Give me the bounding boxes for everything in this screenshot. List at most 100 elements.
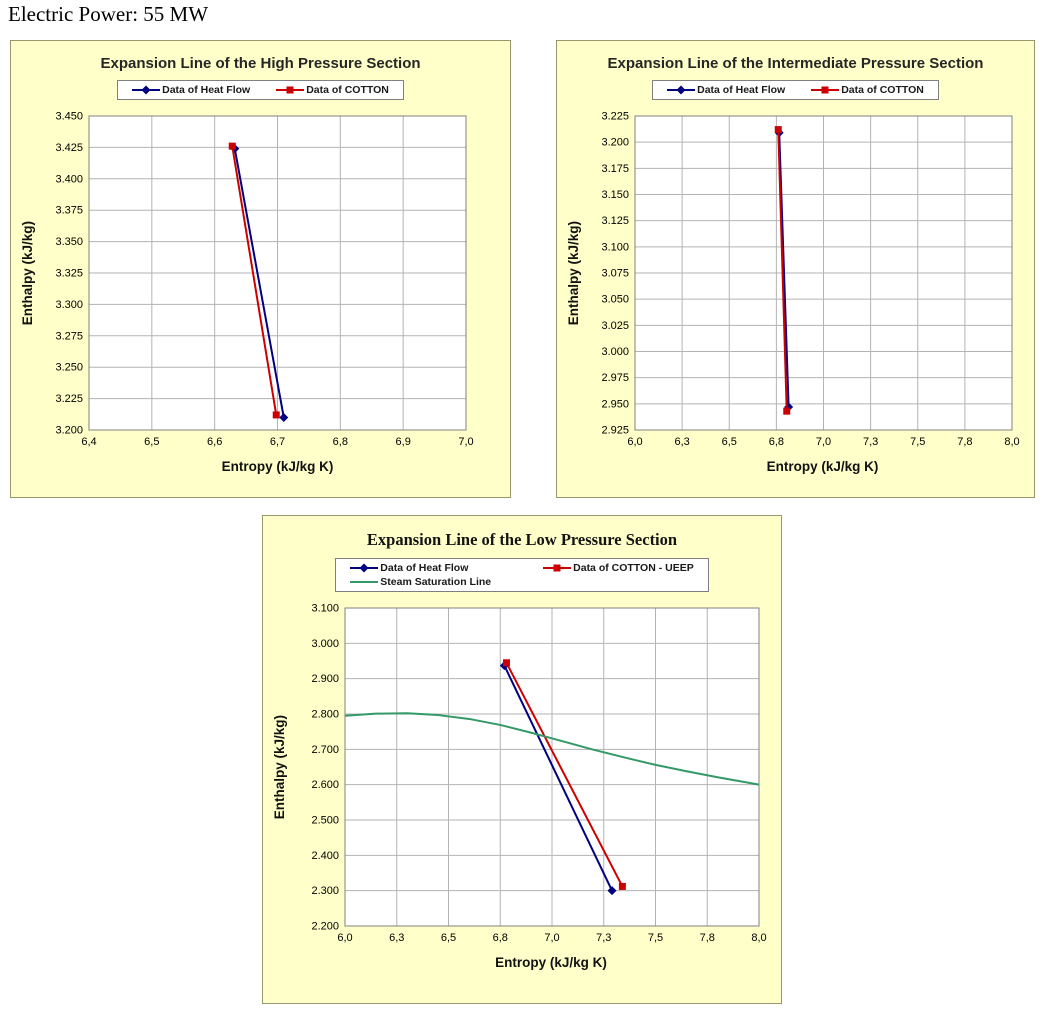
chart-legend: Data of Heat Flow Data of COTTON	[117, 80, 404, 100]
x-tick-label: 8,0	[1004, 436, 1019, 448]
legend-label: Data of COTTON - UEEP	[573, 562, 694, 574]
y-axis-title: Enthalpy (kJ/kg)	[563, 106, 583, 458]
y-axis-title: Enthalpy (kJ/kg)	[269, 598, 289, 954]
y-tick-label: 3.275	[55, 330, 83, 342]
y-tick-label: 3.175	[601, 163, 629, 175]
series-line	[777, 129, 788, 412]
series-marker	[359, 563, 369, 573]
chart-title: Expansion Line of the Intermediate Press…	[607, 55, 984, 72]
plot-area: 6,0 6,3 6,5 6,8 7,0 7,3 7,5 7,8 8,0 3.100 3.000 2.9…	[311, 603, 766, 945]
legend-item: Data of COTTON - UEEP	[543, 562, 694, 574]
y-tick-label: 3.225	[55, 393, 83, 405]
x-tick-label: 6,9	[396, 436, 411, 448]
x-tick-label: 8,0	[751, 932, 766, 944]
legend-item: Data of COTTON	[276, 84, 389, 96]
x-tick-label: 7,3	[863, 436, 878, 448]
y-tick-label: 2.950	[601, 398, 629, 410]
y-tick-label: 2.925	[601, 425, 629, 437]
series-marker	[272, 411, 280, 419]
y-tick-label: 3.050	[601, 294, 629, 306]
series-marker	[228, 142, 236, 150]
legend-item: Data of Heat Flow	[667, 84, 785, 96]
x-axis-title: Entropy (kJ/kg K)	[221, 459, 334, 474]
legend-item: Steam Saturation Line	[350, 576, 491, 588]
legend-label: Steam Saturation Line	[380, 576, 492, 588]
electric-power-label: Electric Power: 55 MW	[8, 2, 209, 26]
y-tick-label: 3.400	[55, 173, 83, 185]
series-line	[503, 665, 613, 892]
legend-label: Data of Heat Flow	[380, 562, 469, 574]
series-marker	[618, 882, 626, 890]
legend-marker-icon	[350, 563, 379, 573]
y-tick-label: 2.400	[311, 850, 339, 862]
legend-item: Data of COTTON	[811, 84, 924, 96]
y-tick-label: 3.025	[601, 320, 629, 332]
plot-border	[88, 115, 467, 431]
x-tick-label: 6,6	[207, 436, 222, 448]
y-tick-label: 3.075	[601, 268, 629, 280]
y-axis-title: Enthalpy (kJ/kg)	[17, 106, 37, 458]
y-tick-label: 3.325	[55, 268, 83, 280]
y-tick-label: 2.800	[311, 709, 339, 721]
y-tick-label: 3.225	[601, 111, 629, 123]
x-tick-label: 7,8	[957, 436, 972, 448]
x-axis-title: Entropy (kJ/kg K)	[766, 459, 879, 474]
series-marker	[286, 86, 294, 94]
x-tick-label: 7,8	[700, 932, 715, 944]
plot-border	[634, 115, 1013, 431]
x-tick-label: 7,5	[910, 436, 925, 448]
chart-panel-intermediate-pressure: Expansion Line of the Intermediate Press…	[556, 40, 1035, 498]
y-tick-label: 3.100	[311, 603, 339, 615]
y-tick-label: 2.700	[311, 744, 339, 756]
x-tick-label: 6,8	[769, 436, 784, 448]
series-marker	[502, 659, 510, 667]
x-tick-label: 7,0	[458, 436, 473, 448]
legend-label: Data of Heat Flow	[697, 84, 786, 96]
y-tick-label: 3.350	[55, 236, 83, 248]
series-line	[505, 662, 624, 887]
y-tick-label: 3.200	[55, 425, 83, 437]
chart-legend: Data of Heat Flow Data of COTTON	[652, 80, 939, 100]
legend-item: Data of Heat Flow	[350, 562, 468, 574]
plot-area: 6,4 6,5 6,6 6,7 6,8 6,9 7,0 3.450 3.425 3.400 3.37…	[55, 111, 473, 449]
series-marker	[774, 126, 782, 134]
x-tick-label: 6,0	[337, 932, 352, 944]
chart-legend: Data of Heat Flow Data of COTTON - UEEP St…	[335, 558, 709, 592]
x-tick-label: 6,5	[722, 436, 737, 448]
chart-body: Enthalpy (kJ/kg) 6,4 6,5 6,6 6,7 6,8 6,9 7,0 3.…	[11, 106, 510, 458]
y-tick-label: 2.975	[601, 372, 629, 384]
chart-title: Expansion Line of the High Pressure Sect…	[100, 55, 421, 72]
y-axis-title-text: Enthalpy (kJ/kg)	[271, 714, 287, 820]
x-tick-label: 6,7	[270, 436, 285, 448]
y-tick-label: 3.375	[55, 205, 83, 217]
legend-marker-icon	[276, 86, 305, 94]
y-tick-label: 2.900	[311, 673, 339, 685]
legend-label: Data of COTTON	[841, 84, 924, 96]
y-tick-label: 3.300	[55, 299, 83, 311]
x-tick-label: 7,3	[596, 932, 611, 944]
legend-marker-icon	[811, 86, 840, 94]
legend-label: Data of Heat Flow	[162, 84, 251, 96]
legend-marker-icon	[132, 85, 161, 95]
x-tick-label: 6,4	[81, 436, 96, 448]
series-marker	[676, 85, 686, 95]
y-tick-label: 3.100	[601, 241, 629, 253]
y-axis-title-text: Enthalpy (kJ/kg)	[19, 220, 35, 326]
y-tick-label: 3.125	[601, 215, 629, 227]
series-marker	[141, 85, 151, 95]
legend-marker-icon	[667, 85, 696, 95]
x-axis-title: Entropy (kJ/kg K)	[495, 955, 607, 970]
series-line	[233, 148, 285, 418]
x-tick-label: 6,5	[144, 436, 159, 448]
chart-panel-high-pressure: Expansion Line of the High Pressure Sect…	[10, 40, 511, 498]
y-tick-label: 3.425	[55, 142, 83, 154]
legend-label: Data of COTTON	[306, 84, 389, 96]
x-tick-label: 6,5	[441, 932, 456, 944]
chart-body: Enthalpy (kJ/kg) 6,0 6,3 6,5 6,8 7,0 7,3 7,5 7,…	[557, 106, 1034, 458]
legend-item: Data of Heat Flow	[132, 84, 250, 96]
y-tick-label: 2.600	[311, 779, 339, 791]
series-line	[344, 712, 760, 786]
plot-area: 6,0 6,3 6,5 6,8 7,0 7,3 7,5 7,8 8,0 3.225 3.200 3.1…	[601, 111, 1019, 449]
x-tick-label: 7,0	[816, 436, 831, 448]
